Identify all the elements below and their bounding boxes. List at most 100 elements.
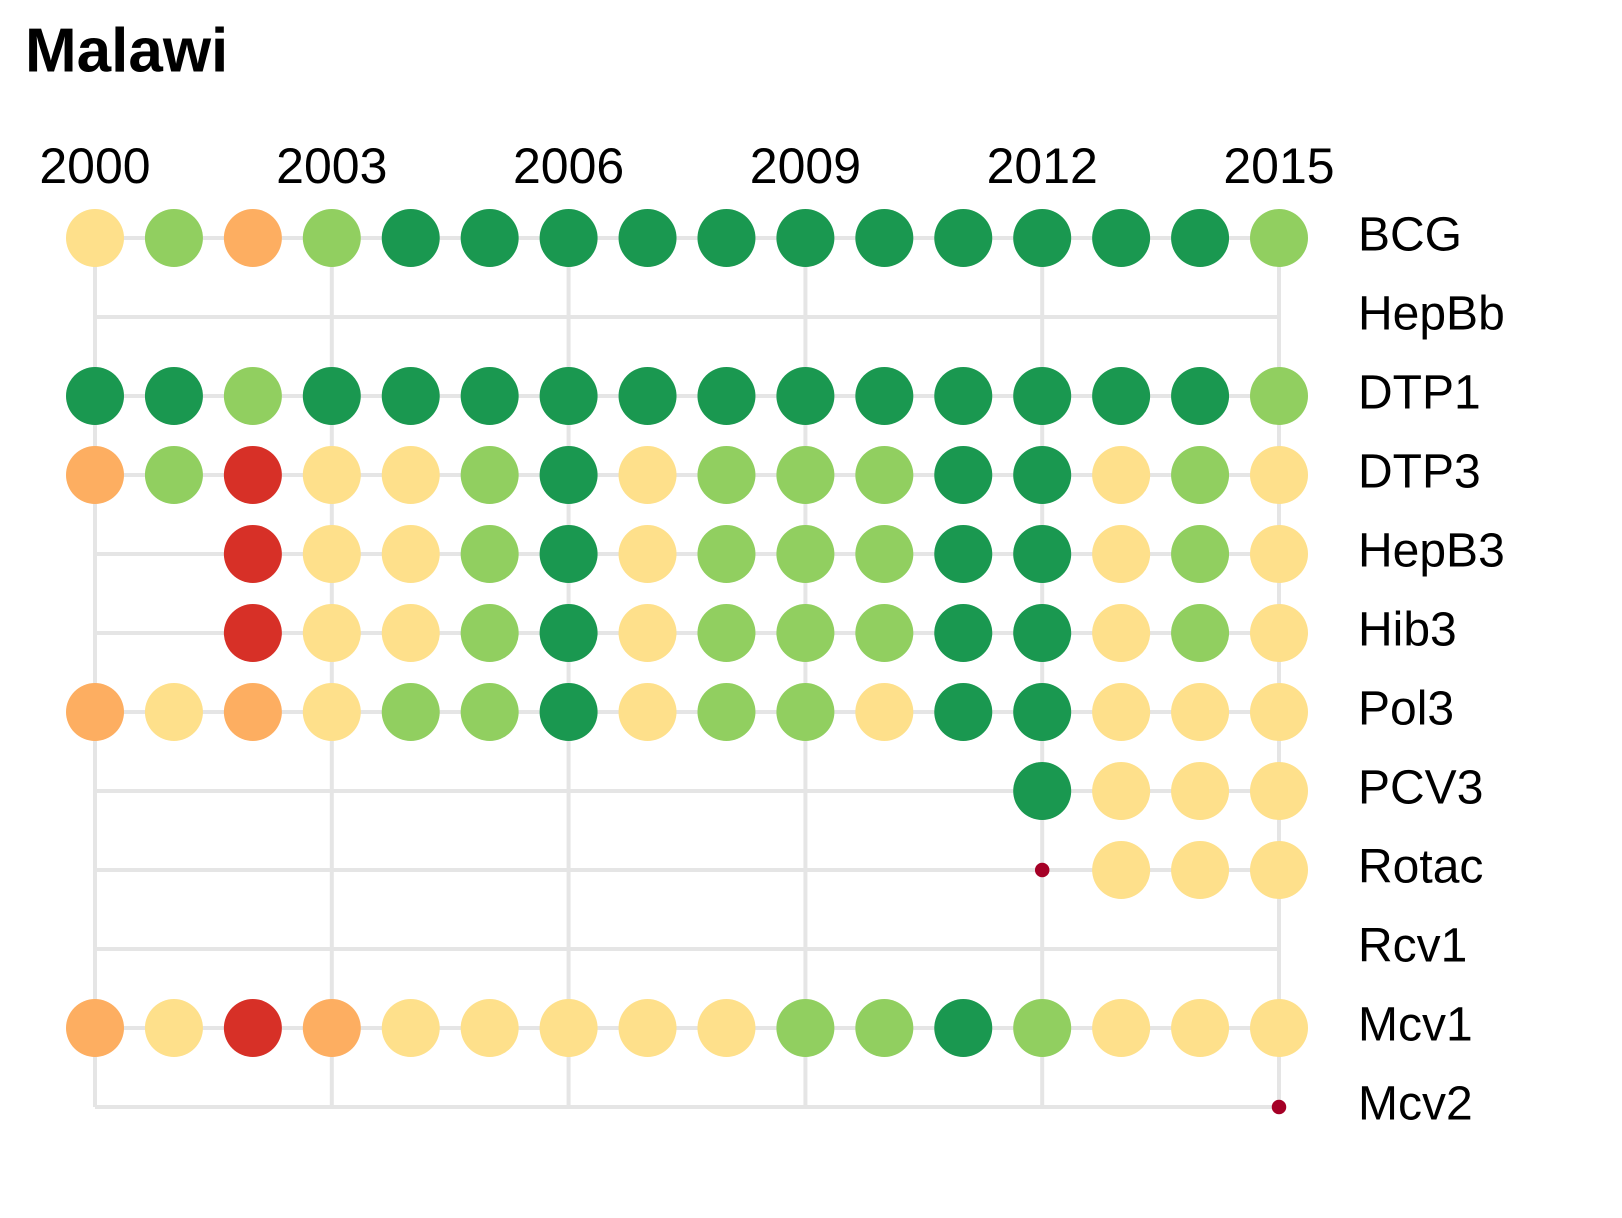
x-tick-label: 2015 xyxy=(1223,138,1334,194)
dot xyxy=(223,604,282,662)
dot xyxy=(934,999,993,1057)
dot xyxy=(460,367,519,425)
dot xyxy=(1092,762,1151,820)
x-tick-label: 2012 xyxy=(987,138,1098,194)
dot xyxy=(618,999,677,1057)
dot xyxy=(460,446,519,504)
dot xyxy=(1092,604,1151,662)
dot xyxy=(144,683,203,741)
dot xyxy=(1013,683,1072,741)
dot xyxy=(539,525,598,583)
dot xyxy=(1171,209,1230,267)
dot xyxy=(144,209,203,267)
dot xyxy=(776,367,835,425)
dot xyxy=(381,367,440,425)
row-label: Rcv1 xyxy=(1358,920,1467,973)
dot xyxy=(1092,841,1151,899)
dot xyxy=(1013,604,1072,662)
dot xyxy=(618,367,677,425)
dot xyxy=(1171,683,1230,741)
dot xyxy=(855,604,914,662)
dot xyxy=(381,525,440,583)
dot xyxy=(1171,999,1230,1057)
dot xyxy=(934,683,993,741)
dot xyxy=(1013,367,1072,425)
dot xyxy=(460,525,519,583)
dot xyxy=(776,683,835,741)
dot xyxy=(1092,367,1151,425)
dot xyxy=(1250,367,1308,425)
dot xyxy=(697,683,756,741)
row-label: Mcv1 xyxy=(1358,999,1473,1052)
row-label: DTP3 xyxy=(1358,446,1481,499)
chart-title: Malawi xyxy=(25,16,228,85)
dot xyxy=(776,446,835,504)
dot xyxy=(934,209,993,267)
dot xyxy=(66,367,124,425)
dot xyxy=(855,683,914,741)
dot xyxy=(1092,209,1151,267)
dot xyxy=(223,683,282,741)
dot xyxy=(381,604,440,662)
dot xyxy=(223,209,282,267)
dot xyxy=(618,604,677,662)
dot xyxy=(1013,525,1072,583)
dot xyxy=(1013,209,1072,267)
dot xyxy=(223,999,282,1057)
dot xyxy=(223,367,282,425)
dot xyxy=(302,209,361,267)
dot xyxy=(302,683,361,741)
dot xyxy=(618,209,677,267)
dot xyxy=(381,683,440,741)
dot xyxy=(697,525,756,583)
x-tick-label: 2003 xyxy=(276,138,387,194)
dot xyxy=(1250,525,1308,583)
dot xyxy=(1092,525,1151,583)
dot xyxy=(1171,446,1230,504)
dot xyxy=(697,367,756,425)
dot xyxy=(1034,862,1050,878)
dot xyxy=(1250,683,1308,741)
dot xyxy=(934,525,993,583)
dot xyxy=(697,999,756,1057)
dot xyxy=(302,999,361,1057)
dot xyxy=(302,525,361,583)
dot xyxy=(66,683,124,741)
dot xyxy=(66,446,124,504)
dot xyxy=(1013,446,1072,504)
dot xyxy=(223,446,282,504)
dot xyxy=(618,525,677,583)
dot xyxy=(1171,604,1230,662)
dot xyxy=(1171,762,1230,820)
dot xyxy=(697,446,756,504)
dot xyxy=(697,209,756,267)
dot xyxy=(460,683,519,741)
row-label: DTP1 xyxy=(1358,367,1481,420)
dot xyxy=(855,367,914,425)
row-label: Mcv2 xyxy=(1358,1078,1473,1131)
dot xyxy=(223,525,282,583)
dot xyxy=(618,446,677,504)
dot xyxy=(302,604,361,662)
row-label: Pol3 xyxy=(1358,683,1454,736)
dot xyxy=(460,999,519,1057)
dot xyxy=(1250,604,1308,662)
dot xyxy=(381,999,440,1057)
dot xyxy=(697,604,756,662)
dot xyxy=(539,446,598,504)
dot xyxy=(66,999,124,1057)
dot xyxy=(1250,446,1308,504)
dot xyxy=(460,604,519,662)
dot xyxy=(302,367,361,425)
dot xyxy=(1092,446,1151,504)
dot xyxy=(776,999,835,1057)
dot xyxy=(934,446,993,504)
dot xyxy=(539,999,598,1057)
dot xyxy=(1250,841,1308,899)
dot xyxy=(144,367,203,425)
dot xyxy=(539,604,598,662)
dot xyxy=(1171,841,1230,899)
dot xyxy=(66,209,124,267)
dot xyxy=(855,209,914,267)
dot xyxy=(1171,367,1230,425)
